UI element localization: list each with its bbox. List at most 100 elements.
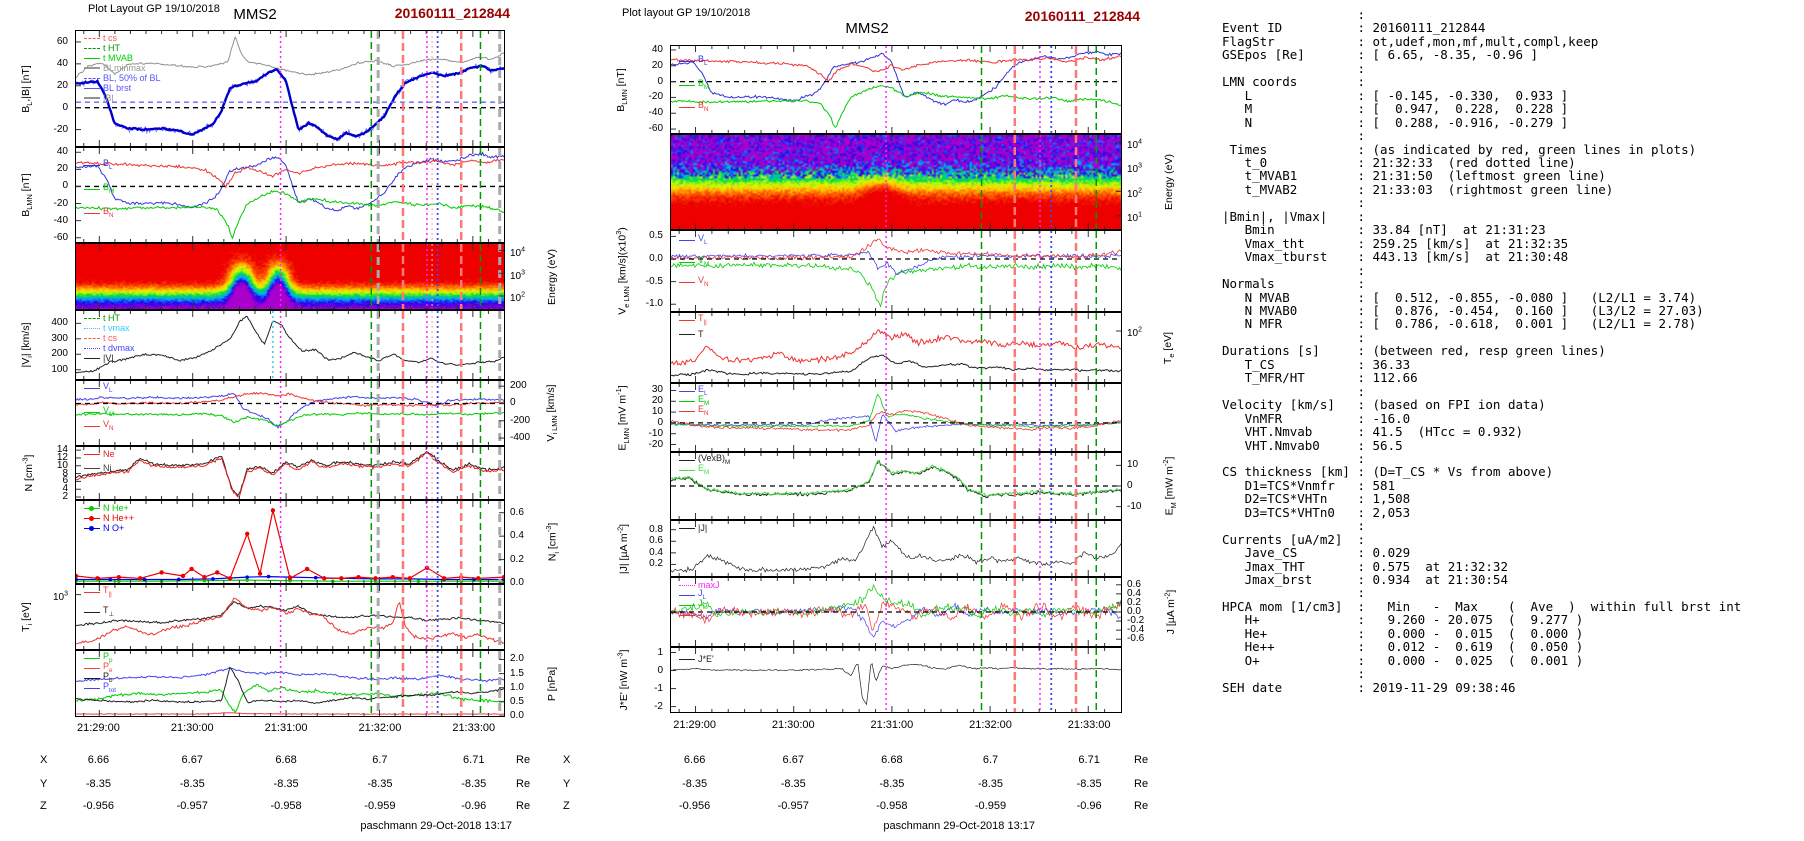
legend-label: VN xyxy=(103,418,114,432)
y-tick-label: -1 xyxy=(654,682,663,694)
coord-value: -8.35 xyxy=(682,778,708,790)
y-tick-label: 0 xyxy=(657,75,663,87)
legend-label: |B| xyxy=(103,93,114,103)
y-tick-label: -0.6 xyxy=(1127,633,1145,645)
legend-label: J*E' xyxy=(698,654,714,664)
legend-entry: JL xyxy=(679,588,720,600)
legend-line-sample xyxy=(84,347,100,349)
legend-label: Pp xyxy=(103,650,113,664)
legend-entry: EM xyxy=(679,394,709,406)
y-tick-label: 0.2 xyxy=(510,553,524,565)
panel-legend: t HT t vmax t cs t dvmax |V| xyxy=(84,313,135,363)
x-tick-label: 21:33:00 xyxy=(1067,719,1111,731)
legend-label: VM xyxy=(698,254,710,268)
legend-line-sample xyxy=(679,614,695,616)
legend-label: EL xyxy=(698,383,708,397)
y-axis-label: Energy (eV) xyxy=(1163,153,1175,211)
panel-plot-svg xyxy=(83,244,504,309)
legend-entry: Ni xyxy=(84,463,115,473)
panel-blmn: BL BM BN xyxy=(670,45,1122,134)
panel-pressure: Pp Pe Pb Ptot xyxy=(75,650,505,717)
coord-value: 6.7 xyxy=(982,754,999,766)
y-axis-label: J*E' [nW m-3] xyxy=(614,649,630,711)
legend-entry: Ptot xyxy=(84,681,116,693)
y-tick-label: 100 xyxy=(51,363,68,375)
legend-line-sample xyxy=(679,459,695,461)
coord-value: -8.35 xyxy=(780,778,806,790)
legend-line-sample xyxy=(84,505,100,511)
y-tick-label: 0 xyxy=(1127,480,1133,491)
panel-legend: VL VM VN xyxy=(84,381,114,432)
coord-row-label: Z xyxy=(563,800,570,812)
coord-value: 6.71 xyxy=(1078,754,1100,766)
y-tick-label: 0.6 xyxy=(510,506,524,518)
panel-legend: maxJ JL JM JN xyxy=(679,580,720,620)
legend-label: Ni xyxy=(103,463,112,473)
legend-label: VL xyxy=(698,232,708,246)
panel-plot-svg xyxy=(76,381,504,445)
legend-line-sample xyxy=(84,387,100,389)
legend-entry: |V| xyxy=(84,353,135,363)
legend-entry: maxJ xyxy=(679,580,720,590)
legend-line-sample xyxy=(84,611,100,613)
legend-entry: N He++ xyxy=(84,513,134,523)
y-tick-label: 1 xyxy=(657,646,663,658)
legend-entry: BN xyxy=(679,100,709,112)
legend-entry: Pb xyxy=(84,671,116,683)
panel-plot-svg xyxy=(671,648,1121,712)
legend-entry: VL xyxy=(679,232,709,246)
y-tick-label: 0.8 xyxy=(649,523,663,535)
x-tick-label: 21:30:00 xyxy=(170,722,214,734)
panel-plot-svg xyxy=(76,447,504,499)
plot-layout-label: Plot layout GP 19/10/2018 xyxy=(622,7,751,19)
coord-value: -8.35 xyxy=(879,778,905,790)
y-tick-label: 300 xyxy=(51,332,68,344)
legend-entry: t cs xyxy=(84,333,135,343)
coord-unit: Re xyxy=(516,778,531,790)
coord-value: 6.66 xyxy=(87,754,110,766)
legend-line-sample xyxy=(679,333,695,335)
y-tick-label: 104 xyxy=(510,246,526,259)
y-axis-label: ELMN [mV m-1] xyxy=(613,384,631,451)
spectrogram-canvas xyxy=(671,135,1121,229)
y-axis-label: Ve LMN [km/s](x103) xyxy=(613,227,631,315)
panel-plot-svg xyxy=(671,46,1121,133)
panel-vi-mag: t HT t vmax t cs t dvmax |V| xyxy=(75,310,505,380)
coord-value: -0.959 xyxy=(974,800,1007,812)
panel-ion-spectrogram xyxy=(75,243,505,310)
y-tick-label: 102 xyxy=(1127,327,1143,340)
legend-line-sample xyxy=(679,319,695,321)
panel-minor-ions: N He+ N He++ N O+ xyxy=(75,500,505,584)
legend-label: VN xyxy=(698,274,709,288)
panel-legend: VL VM VN xyxy=(679,232,710,288)
y-tick-label: 200 xyxy=(51,348,68,360)
panel-jdote: J*E' xyxy=(670,647,1122,713)
legend-line-sample xyxy=(84,657,100,659)
legend-entry: JM xyxy=(679,598,720,610)
legend-line-sample xyxy=(679,84,695,86)
y-tick-label: 0.6 xyxy=(1127,578,1141,590)
panel-vi-lmn: VL VM VN xyxy=(75,380,505,446)
y-axis-label: J [µA m-2] xyxy=(1161,589,1177,635)
coord-unit: Re xyxy=(516,754,531,766)
legend-line-sample xyxy=(679,390,695,392)
legend-entry: |J| xyxy=(679,523,707,533)
legend-entry: VM xyxy=(679,254,710,268)
y-tick-label: -20 xyxy=(53,123,68,135)
coord-value: -8.35 xyxy=(85,778,111,790)
legend-label: t dvmax xyxy=(103,343,135,353)
legend-label: BL brst xyxy=(103,83,132,93)
y-tick-label: -10 xyxy=(1127,500,1142,512)
coord-value: -0.959 xyxy=(364,800,396,812)
legend-label: BL xyxy=(103,157,113,171)
panel-legend: T|| T xyxy=(679,313,707,339)
panel-plot-svg xyxy=(671,578,1121,646)
x-tick-label: 21:30:00 xyxy=(771,719,815,731)
legend-label: BN xyxy=(103,205,114,219)
coord-unit: Re xyxy=(1134,754,1149,766)
panel-vexb-em: (VexB)M EM xyxy=(670,452,1122,520)
plot-layout-label: Plot Layout GP 19/10/2018 xyxy=(88,3,220,15)
legend-label: T⊥ xyxy=(103,604,114,618)
